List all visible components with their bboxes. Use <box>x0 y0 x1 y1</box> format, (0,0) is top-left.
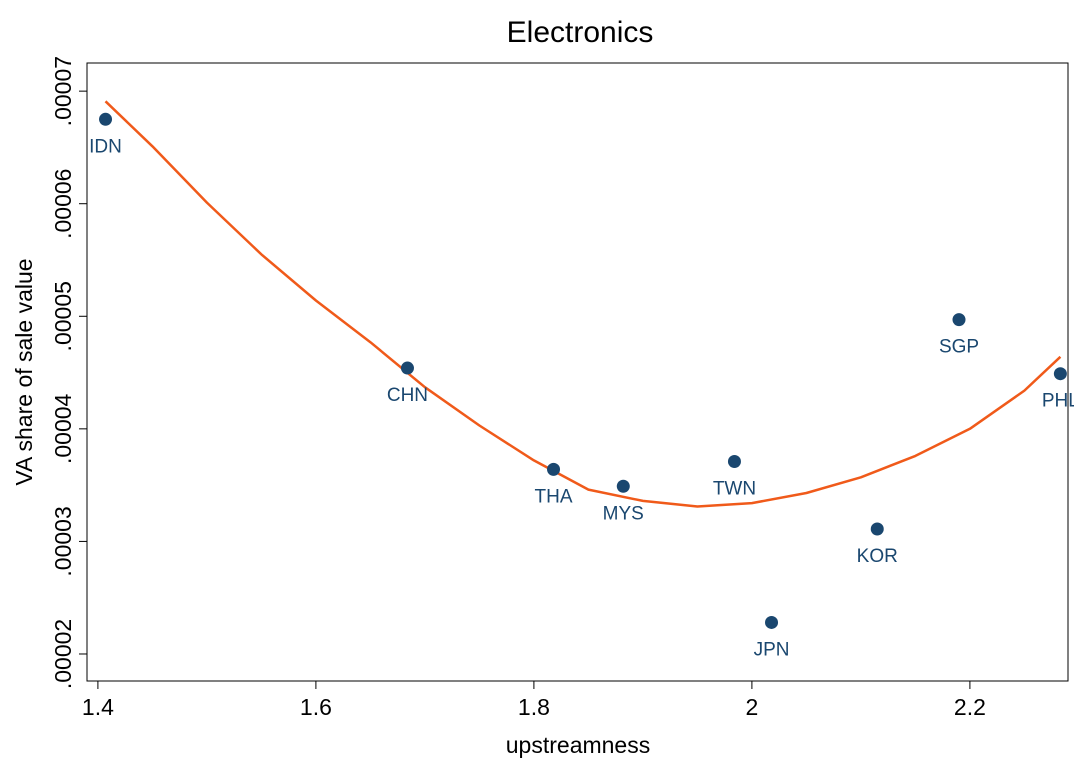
data-point <box>99 112 113 126</box>
point-label: MYS <box>603 503 644 524</box>
x-tick-label: 2.2 <box>954 694 986 720</box>
point-label: THA <box>535 486 573 507</box>
y-tick-label: .00006 <box>50 169 76 239</box>
data-point <box>547 462 561 476</box>
point-label: SGP <box>939 337 979 358</box>
points-layer: IDN CHN THA MYS TWN JPN KOR SGP PHL <box>89 112 1074 660</box>
chart-title: Electronics <box>507 16 654 49</box>
point-label: CHN <box>387 385 428 406</box>
point-label: TWN <box>713 478 756 499</box>
data-point <box>616 479 630 493</box>
data-point <box>400 361 414 375</box>
x-axis-label: upstreamness <box>506 732 650 758</box>
data-point <box>1053 367 1067 381</box>
plot-frame <box>86 62 1069 682</box>
data-point <box>952 313 966 327</box>
y-tick-label: .00003 <box>50 506 76 576</box>
data-point <box>870 522 884 536</box>
x-axis: 1.4 1.6 1.8 2 2.2 <box>82 681 986 720</box>
data-point <box>765 615 779 629</box>
point-label: JPN <box>754 639 790 660</box>
y-axis-label: VA share of sale value <box>11 258 37 485</box>
y-tick-label: .00005 <box>50 281 76 351</box>
point-label: PHL <box>1042 391 1074 412</box>
y-tick-label: .00007 <box>50 56 76 126</box>
x-tick-label: 2 <box>746 694 759 720</box>
x-tick-label: 1.4 <box>82 694 114 720</box>
point-label: IDN <box>89 136 122 157</box>
y-axis: .00002 .00003 .00004 .00005 .00006 .00007 <box>50 56 87 689</box>
y-tick-label: .00004 <box>50 393 76 464</box>
quadratic-fit-line <box>104 100 1062 508</box>
x-tick-label: 1.6 <box>300 694 332 720</box>
x-tick-label: 1.8 <box>518 694 550 720</box>
y-tick-label: .00002 <box>50 619 76 689</box>
fit-line-layer <box>104 100 1062 508</box>
point-label: KOR <box>857 546 898 567</box>
data-point <box>727 454 741 468</box>
